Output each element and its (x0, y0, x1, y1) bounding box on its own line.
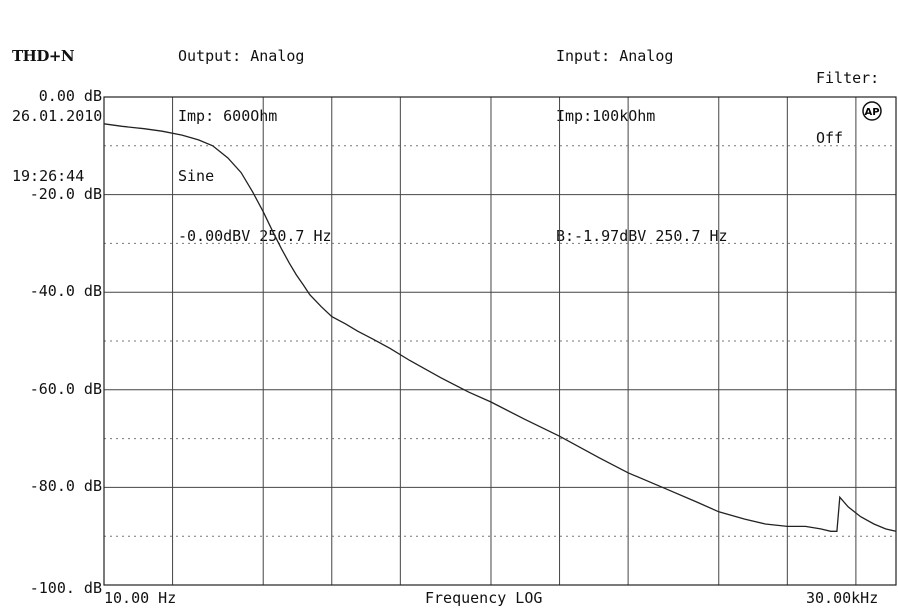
time-label: 19:26:44 (12, 167, 85, 185)
header-left: THD+N 26.01.2010 19:26:44 (12, 6, 102, 206)
y-tick-label: -20.0 dB (29, 184, 102, 203)
y-tick-label: -100. dB (29, 579, 102, 597)
ap-logo-icon: AP (862, 101, 882, 121)
input-type: Input: Analog (556, 47, 674, 65)
y-tick-label: 0.00 dB (38, 87, 102, 105)
y-tick-label: -40.0 dB (29, 282, 102, 301)
x-tick-label-end: 30.00kHz (806, 589, 879, 607)
filter-label: Filter: (816, 69, 880, 87)
output-impedance: Imp: 600Ohm (178, 107, 278, 125)
output-type: Output: Analog (178, 47, 305, 65)
header-output: Output: Analog Imp: 600Ohm Sine -0.00dBV… (178, 6, 332, 266)
grid (104, 97, 896, 585)
input-level: B:-1.97dBV 250.7 Hz (556, 227, 728, 245)
header-filter: Filter: Off (816, 28, 879, 168)
output-waveform: Sine (178, 167, 215, 185)
input-impedance: Imp:100kOhm (556, 107, 656, 125)
series-line (103, 123, 897, 532)
x-tick-label-start: 10.00 Hz (104, 589, 177, 607)
filter-value: Off (816, 129, 844, 147)
logo-text: AP (864, 107, 879, 118)
y-tick-label: -80.0 dB (29, 477, 102, 496)
header-input: Input: Analog Imp:100kOhm B:-1.97dBV 250… (556, 6, 728, 266)
y-tick-label: -60.0 dB (29, 379, 102, 398)
output-level: -0.00dBV 250.7 Hz (178, 227, 332, 245)
date-label: 26.01.2010 (12, 107, 103, 125)
plot-frame (103, 96, 897, 586)
x-axis-label: Frequency LOG (425, 589, 543, 607)
chart-title: THD+N (12, 47, 75, 65)
